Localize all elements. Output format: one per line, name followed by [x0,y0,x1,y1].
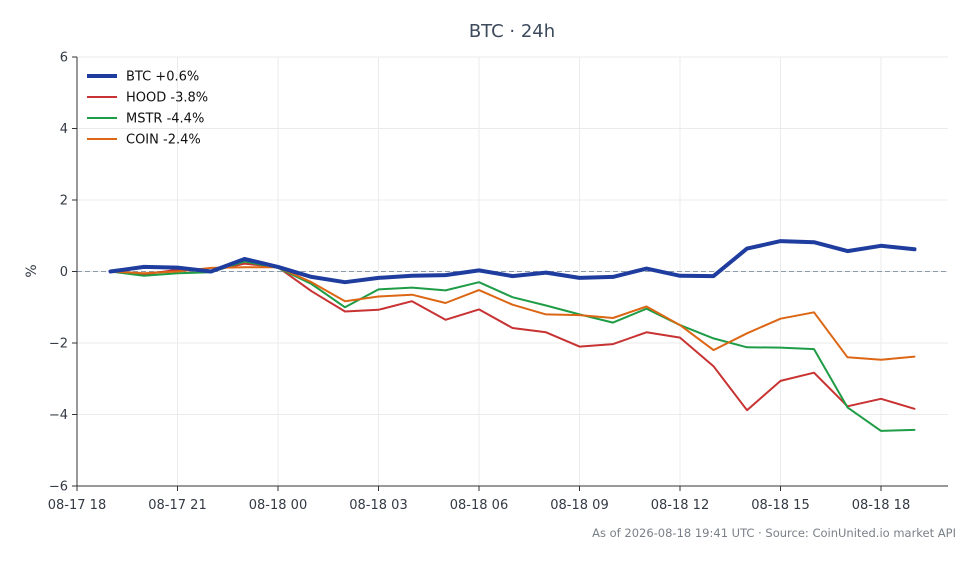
y-tick-label: −2 [49,337,68,352]
y-tick-label: 2 [60,194,68,209]
x-tick-label: 08-18 12 [651,498,709,513]
x-tick-label: 08-18 09 [550,498,608,513]
series-line [109,260,916,432]
y-axis-label: % [24,264,40,277]
legend-label: COIN -2.4% [126,133,201,148]
chart-title: BTC · 24h [469,21,555,42]
y-tick-label: −4 [49,408,68,423]
legend-label: MSTR -4.4% [126,112,204,127]
y-tick-label: −6 [49,480,68,495]
x-tick-label: 08-17 18 [48,498,106,513]
x-tick-label: 08-17 21 [148,498,206,513]
y-tick-label: 4 [60,122,68,137]
series-layer [108,239,917,432]
x-axis-ticks: 08-17 18 08-17 21 08-18 00 08-18 03 08-18 06… [48,486,910,513]
series-line [108,239,917,285]
x-tick-label: 08-18 06 [450,498,508,513]
series-line [109,262,916,412]
x-tick-label: 08-18 15 [751,498,809,513]
y-axis-ticks: −6 −4 −2 0 2 4 6 [49,51,77,495]
series-line [109,266,916,361]
legend: BTC +0.6% HOOD -3.8% MSTR -4.4% COIN -2.4% [87,70,208,148]
x-tick-label: 08-18 18 [852,498,910,513]
legend-label: BTC +0.6% [126,70,199,85]
x-tick-label: 08-18 00 [249,498,307,513]
y-tick-label: 0 [60,265,68,280]
x-tick-label: 08-18 03 [349,498,407,513]
y-tick-label: 6 [60,51,68,66]
legend-label: HOOD -3.8% [126,91,208,106]
source-footer: As of 2026-08-18 19:41 UTC · Source: Coi… [592,526,956,540]
